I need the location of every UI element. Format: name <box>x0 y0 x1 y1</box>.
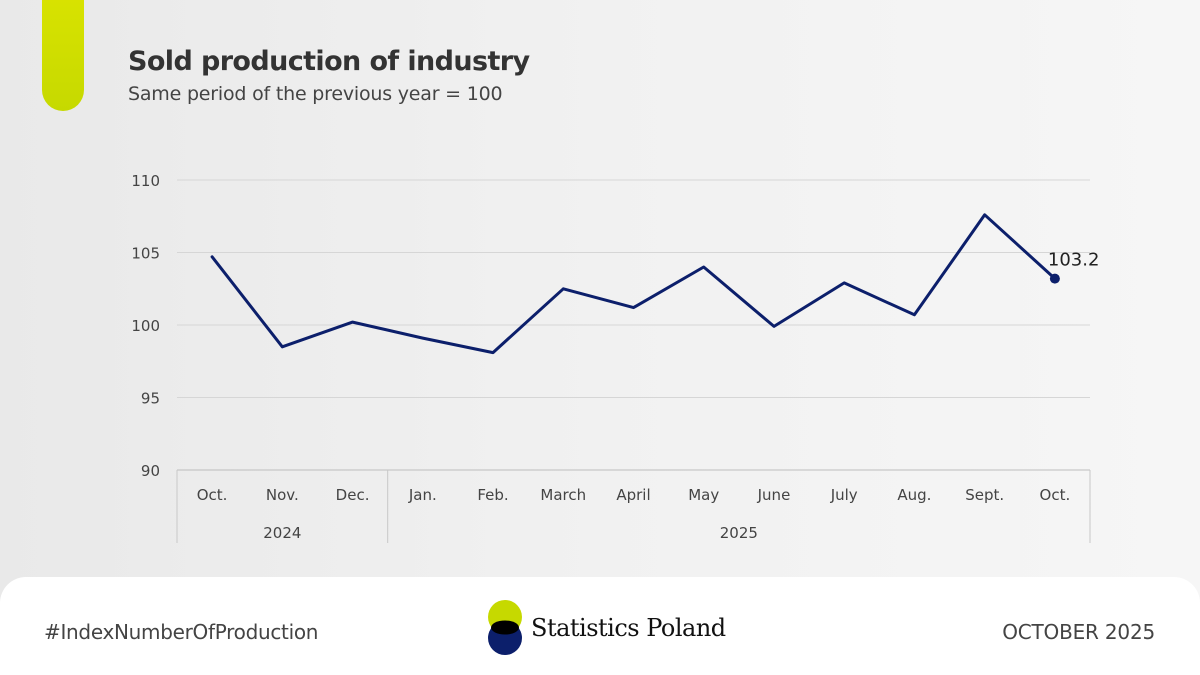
series-line <box>210 213 1057 355</box>
logo-icon <box>488 600 522 655</box>
x-tick-label: Oct. <box>1040 486 1071 504</box>
statistics-poland-logo: Statistics Poland <box>485 600 726 660</box>
y-tick-label: 90 <box>141 462 160 480</box>
brand-name: Statistics Poland <box>531 614 726 642</box>
x-tick-label: April <box>616 486 650 504</box>
year-label: 2024 <box>263 524 301 542</box>
x-tick-label: Aug. <box>897 486 931 504</box>
y-tick-label: 100 <box>131 317 160 335</box>
y-tick-label: 95 <box>141 390 160 408</box>
year-label: 2025 <box>720 524 758 542</box>
x-tick-label: Dec. <box>336 486 370 504</box>
release-date: OCTOBER 2025 <box>1002 620 1155 644</box>
hashtag-label: #IndexNumberOfProduction <box>44 620 319 644</box>
x-tick-label: June <box>757 486 791 504</box>
x-tick-label: Jan. <box>408 486 437 504</box>
chart-subtitle: Same period of the previous year = 100 <box>128 83 503 105</box>
footer <box>0 577 1200 675</box>
x-tick-label: May <box>688 486 719 504</box>
last-point-marker <box>1049 273 1060 284</box>
x-tick-label: July <box>830 486 858 504</box>
accent-bar <box>42 0 84 111</box>
x-tick-label: Nov. <box>266 486 299 504</box>
x-tick-label: March <box>540 486 586 504</box>
chart-title: Sold production of industry <box>128 46 530 77</box>
y-tick-label: 105 <box>131 245 160 263</box>
y-tick-label: 110 <box>131 172 160 190</box>
last-value-label: 103.2 <box>1048 250 1100 271</box>
x-tick-label: Sept. <box>965 486 1004 504</box>
line-chart: 90 95 100 105 110 2024 2025 Oct. Nov. Dec. Jan. Feb… <box>131 172 1100 543</box>
x-tick-label: Feb. <box>477 486 508 504</box>
x-tick-label: Oct. <box>197 486 228 504</box>
